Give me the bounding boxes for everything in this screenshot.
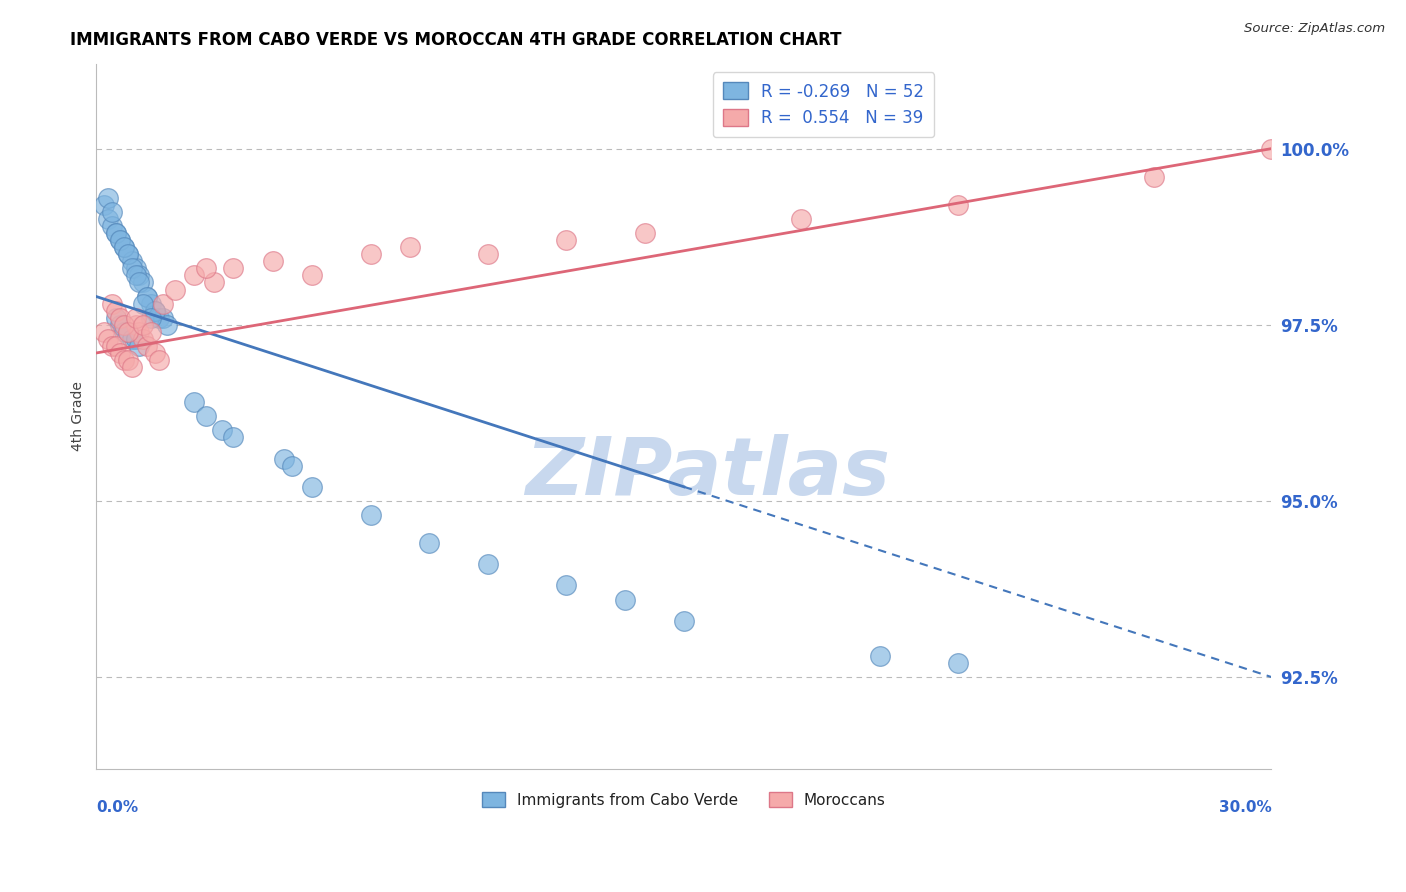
Point	[634, 226, 657, 240]
Point	[124, 261, 146, 276]
Point	[301, 268, 323, 283]
Point	[128, 339, 150, 353]
Point	[112, 240, 135, 254]
Point	[211, 424, 233, 438]
Point	[132, 332, 155, 346]
Point	[477, 247, 499, 261]
Point	[273, 451, 295, 466]
Point	[124, 332, 146, 346]
Point	[101, 339, 124, 353]
Point	[132, 296, 155, 310]
Point	[136, 339, 159, 353]
Point	[163, 283, 186, 297]
Point	[156, 318, 179, 332]
Point	[555, 578, 578, 592]
Point	[112, 353, 135, 368]
Point	[477, 558, 499, 572]
Point	[121, 254, 143, 268]
Point	[104, 226, 127, 240]
Legend: Immigrants from Cabo Verde, Moroccans: Immigrants from Cabo Verde, Moroccans	[475, 786, 891, 814]
Point	[117, 325, 139, 339]
Point	[136, 289, 159, 303]
Point	[281, 458, 304, 473]
Point	[360, 247, 382, 261]
Point	[183, 395, 205, 409]
Point	[152, 296, 174, 310]
Point	[101, 219, 124, 233]
Point	[112, 318, 135, 332]
Point	[108, 233, 131, 247]
Point	[108, 233, 131, 247]
Point	[141, 310, 163, 325]
Text: 0.0%: 0.0%	[97, 800, 138, 815]
Point	[148, 310, 170, 325]
Point	[143, 303, 166, 318]
Point	[117, 325, 139, 339]
Text: 30.0%: 30.0%	[1219, 800, 1271, 815]
Point	[104, 226, 127, 240]
Point	[132, 318, 155, 332]
Point	[869, 648, 891, 663]
Point	[672, 614, 695, 628]
Point	[101, 296, 124, 310]
Point	[222, 430, 245, 444]
Point	[195, 409, 218, 424]
Point	[104, 310, 127, 325]
Point	[418, 536, 440, 550]
Point	[93, 325, 115, 339]
Point	[555, 233, 578, 247]
Point	[112, 240, 135, 254]
Point	[136, 289, 159, 303]
Point	[128, 325, 150, 339]
Point	[97, 191, 120, 205]
Point	[141, 296, 163, 310]
Text: ZIPatlas: ZIPatlas	[524, 434, 890, 512]
Point	[195, 261, 218, 276]
Point	[93, 198, 115, 212]
Point	[946, 198, 969, 212]
Text: IMMIGRANTS FROM CABO VERDE VS MOROCCAN 4TH GRADE CORRELATION CHART: IMMIGRANTS FROM CABO VERDE VS MOROCCAN 4…	[70, 31, 842, 49]
Point	[360, 508, 382, 522]
Point	[117, 247, 139, 261]
Y-axis label: 4th Grade: 4th Grade	[72, 382, 86, 451]
Point	[301, 480, 323, 494]
Text: Source: ZipAtlas.com: Source: ZipAtlas.com	[1244, 22, 1385, 36]
Point	[946, 656, 969, 670]
Point	[121, 359, 143, 374]
Point	[141, 325, 163, 339]
Point	[143, 346, 166, 360]
Point	[148, 353, 170, 368]
Point	[104, 339, 127, 353]
Point	[104, 303, 127, 318]
Point	[97, 332, 120, 346]
Point	[790, 212, 813, 227]
Point	[128, 276, 150, 290]
Point	[183, 268, 205, 283]
Point	[262, 254, 284, 268]
Point	[117, 247, 139, 261]
Point	[121, 332, 143, 346]
Point	[124, 318, 146, 332]
Point	[124, 310, 146, 325]
Point	[152, 310, 174, 325]
Point	[398, 240, 420, 254]
Point	[132, 276, 155, 290]
Point	[121, 261, 143, 276]
Point	[124, 268, 146, 283]
Point	[108, 310, 131, 325]
Point	[1143, 169, 1166, 184]
Point	[128, 268, 150, 283]
Point	[117, 353, 139, 368]
Point	[202, 276, 225, 290]
Point	[143, 303, 166, 318]
Point	[108, 318, 131, 332]
Point	[97, 212, 120, 227]
Point	[614, 592, 637, 607]
Point	[222, 261, 245, 276]
Point	[108, 346, 131, 360]
Point	[101, 205, 124, 219]
Point	[112, 325, 135, 339]
Point	[1260, 142, 1282, 156]
